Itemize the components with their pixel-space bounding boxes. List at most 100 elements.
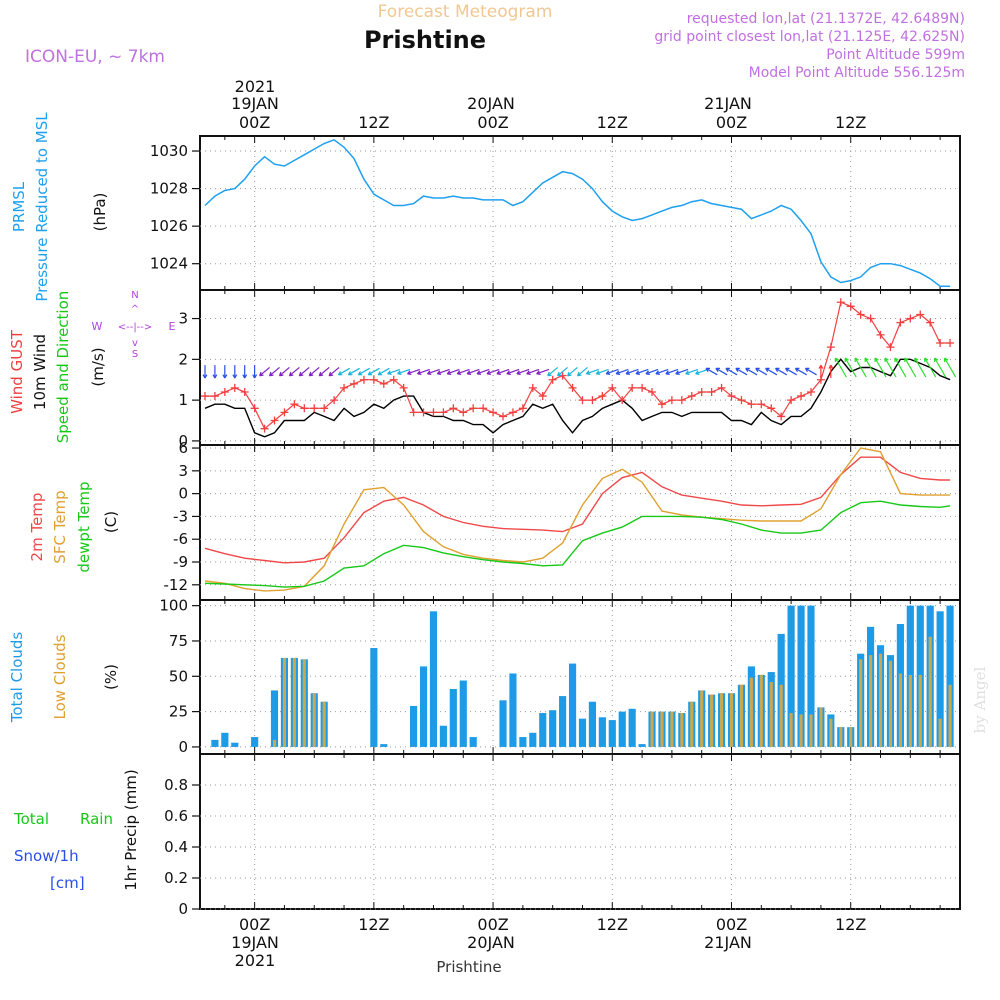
wind-gust-marker (210, 392, 219, 401)
wind-gust-marker (419, 408, 428, 417)
low-cloud-bar (670, 711, 674, 747)
low-cloud-bar (928, 636, 932, 747)
total-cloud-bar (519, 737, 527, 747)
y-tick-label: -3 (173, 507, 188, 525)
wind-direction-arrow (834, 357, 847, 378)
total-cloud-bar (638, 744, 646, 747)
low-cloud-bar (660, 711, 664, 747)
y-tick-label: 2 (178, 350, 188, 368)
wind-direction-arrow (337, 367, 350, 376)
wind-direction-arrow (818, 364, 824, 379)
precip-label-total: Total (13, 810, 49, 828)
wind-direction-arrow (367, 367, 380, 376)
wind-gust-marker (657, 400, 666, 409)
panel-frames (199, 135, 961, 910)
y-tick-label: 0 (178, 738, 188, 756)
cloud-label-total: Total Clouds (8, 632, 26, 724)
wind-gust-marker (866, 314, 875, 323)
wind-gust-marker (717, 383, 726, 392)
wind-direction-arrow (278, 366, 290, 377)
wind-direction-arrow (212, 365, 218, 379)
precip-label-snow: Snow/1h (14, 847, 79, 865)
low-cloud-bar (719, 693, 724, 747)
wind-gust-marker (469, 404, 478, 413)
grid-lines (200, 136, 960, 910)
low-cloud-bar (690, 701, 694, 747)
low-cloud-bar (918, 674, 922, 747)
wind-gust-marker (588, 396, 597, 405)
precip-label-cm: [cm] (50, 874, 85, 892)
wind-gust-marker (926, 318, 935, 327)
total-cloud-bar (578, 718, 587, 747)
wind-direction-arrow (695, 368, 709, 375)
wind-gust-marker (757, 400, 766, 409)
wind-direction-arrow (536, 368, 550, 375)
wind-gust-marker (230, 383, 239, 392)
compass-s: S (132, 349, 138, 360)
y-tick-label: 0 (178, 485, 188, 503)
low-cloud-bar (789, 713, 793, 747)
top-tick-label: 12Z (597, 113, 628, 132)
wind-direction-arrow (794, 367, 807, 376)
total-cloud-bar (598, 717, 606, 747)
wind-direction-arrow (268, 366, 280, 377)
pressure-line (204, 138, 951, 287)
wind-gust-marker (528, 383, 537, 392)
low-cloud-bar (898, 673, 902, 747)
wind-direction-arrow (232, 365, 238, 379)
wind-gust-marker (598, 392, 607, 401)
wind-direction-arrow (466, 368, 480, 375)
top-tick-label: 00Z (477, 113, 508, 132)
low-cloud-bar (779, 684, 783, 747)
wind-gust-marker (568, 383, 577, 392)
low-cloud-bar (819, 707, 823, 747)
wind-gust-marker (349, 379, 358, 388)
wind-gust-marker (479, 404, 488, 413)
wind-gust-marker (876, 330, 885, 339)
wind-direction-arrow (605, 368, 619, 375)
wind-direction-arrow (387, 368, 401, 375)
top-day-label-20jan: 20JAN (467, 94, 515, 113)
total-cloud-bar (410, 705, 418, 747)
wind-label-dir: Speed and Direction (54, 291, 72, 444)
wind-direction-arrow (318, 366, 330, 377)
wind-gust-marker (280, 408, 289, 417)
cloud-label-low: Low Clouds (51, 634, 69, 719)
bottom-tick-label: 00Z (239, 915, 270, 934)
wind-speed-line (204, 358, 951, 438)
wind-direction-arrow (526, 368, 540, 375)
wind-gust-marker (330, 396, 339, 405)
wind-gust-marker (240, 387, 249, 396)
total-cloud-bar (509, 673, 517, 747)
bottom-tick-label: 12Z (597, 915, 628, 934)
y-tick-label: 1 (178, 391, 188, 409)
wind-gust-marker (439, 408, 448, 417)
panel-frame-pressure (199, 135, 961, 291)
total-cloud-bar (469, 737, 477, 747)
total-cloud-bar (608, 720, 616, 747)
header-top-title: Forecast Meteogram (378, 2, 553, 22)
wind-direction-arrow (675, 368, 689, 375)
compass-mid: <--|--> (118, 322, 153, 333)
temp-label-sfc: SFC Temp (51, 490, 69, 563)
header-requested: requested lon,lat (21.1372E, 42.6489N) (687, 11, 965, 27)
wind-gust-marker (936, 339, 945, 348)
low-cloud-bar (948, 684, 952, 747)
wind-label-10m: 10m Wind (31, 334, 49, 410)
wind-gust-marker (320, 404, 329, 413)
wind-gust-marker (677, 396, 686, 405)
precip-unit: 1hr Precip (mm) (122, 769, 140, 890)
total-cloud-bar (419, 666, 428, 747)
temp-dewpoint-line (204, 500, 951, 588)
wind-direction-arrow (377, 367, 390, 376)
wind-gust-marker (856, 310, 865, 319)
header-grid-point: grid point closest lon,lat (21.125E, 42.… (654, 29, 965, 45)
wind-gust-marker (260, 424, 269, 433)
wind-direction-arrow (944, 357, 957, 378)
bottom-day-label-21jan: 21JAN (704, 933, 752, 952)
compass-s-arrow: v (132, 338, 138, 349)
pressure-label-msl: Pressure Reduced to MSL (33, 112, 51, 302)
y-axis-ticks: 10241026102810300123-12-9-6-303602550751… (150, 136, 941, 918)
header-location: Prishtine (364, 26, 486, 54)
